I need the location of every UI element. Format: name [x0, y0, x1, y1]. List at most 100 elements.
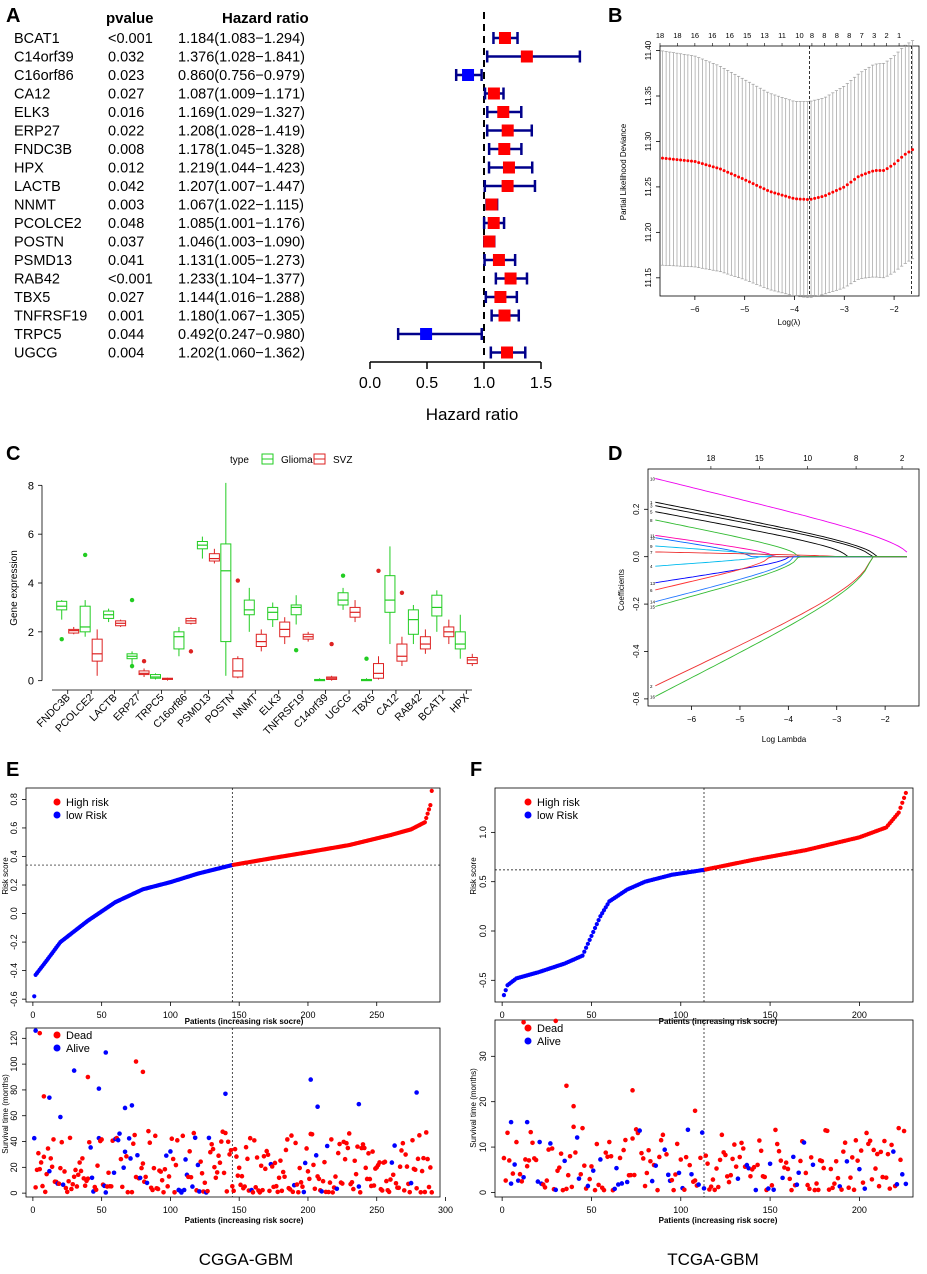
- surv-patient-point: [351, 1186, 356, 1192]
- coef-path-label: 3: [650, 504, 653, 509]
- risk-score-point: [424, 815, 429, 821]
- surv-patient-point: [166, 1174, 172, 1179]
- surv-y-tick-label: 80: [9, 1085, 19, 1095]
- coef-x-tick-label: −5: [735, 715, 745, 724]
- forest-hr-text: 1.085(1.001−1.176): [178, 216, 305, 232]
- cv-deviance-point: [824, 193, 828, 197]
- forest-pvalue: 0.001: [108, 309, 144, 325]
- coef-path-label: 11: [650, 533, 655, 538]
- surv-patient-point: [329, 1137, 334, 1142]
- surv-patient-point: [816, 1187, 821, 1193]
- surv-patient-point: [37, 1030, 43, 1036]
- forest-hr-point: [498, 309, 511, 322]
- surv-patient-point: [422, 1189, 428, 1195]
- surv-patient-point: [121, 1165, 126, 1170]
- coef-path-label: 9: [650, 544, 653, 549]
- coef-path-label: 12: [650, 536, 656, 541]
- surv-patient-point: [308, 1077, 314, 1082]
- forest-hr-point: [494, 291, 507, 303]
- surv-patient-point: [410, 1138, 415, 1143]
- surv-patient-point: [835, 1175, 841, 1181]
- surv-patient-point: [898, 1157, 903, 1163]
- forest-pvalue: 0.041: [108, 253, 144, 269]
- surv-patient-point: [151, 1165, 157, 1171]
- surv-patient-point: [839, 1187, 844, 1192]
- surv-patient-point: [404, 1164, 410, 1169]
- surv-patient-point: [617, 1155, 623, 1161]
- surv-patient-point: [512, 1162, 517, 1167]
- surv-patient-point: [315, 1104, 320, 1109]
- surv-patient-point: [698, 1155, 703, 1161]
- surv-patient-point: [174, 1138, 180, 1143]
- cgga-risk-score-plot: 0 50 100 150 200 250 -0.6 -0.4 -0.2 0.0 0.2 0.4 0.6 0…: [9, 787, 441, 1020]
- coef-path-label: 7: [650, 550, 653, 555]
- surv-patient-point: [630, 1136, 635, 1141]
- surv-patient-point: [96, 1086, 102, 1091]
- surv-patient-point: [400, 1140, 406, 1146]
- surv-patient-point: [630, 1088, 635, 1093]
- surv-legend-alive-dot: [524, 1037, 532, 1045]
- surv-patient-point: [844, 1159, 850, 1164]
- surv-patient-point: [198, 1159, 203, 1164]
- surv-patient-point: [155, 1186, 161, 1192]
- surv-patient-point: [517, 1171, 523, 1177]
- surv-patient-point: [33, 1185, 38, 1190]
- surv-patient-point: [44, 1171, 49, 1177]
- surv-y-tick-label: 100: [9, 1057, 19, 1072]
- cgga-surv-y-label: Survival time (months): [1, 1074, 10, 1154]
- cv-top-label: 3: [872, 31, 876, 40]
- coef-path-label: 4: [650, 564, 653, 569]
- forest-pvalue: <0.001: [108, 272, 153, 288]
- surv-patient-point: [274, 1183, 279, 1189]
- surv-patient-point: [508, 1119, 514, 1125]
- panel-letter-b: B: [608, 5, 622, 27]
- surv-patient-point: [682, 1187, 687, 1193]
- surv-patient-point: [615, 1182, 621, 1187]
- surv-patient-point: [33, 1028, 38, 1033]
- surv-patient-point: [828, 1166, 834, 1172]
- surv-patient-point: [762, 1174, 768, 1180]
- cv-deviance-point: [885, 167, 889, 171]
- surv-patient-point: [685, 1127, 691, 1133]
- forest-hr-text: 1.087(1.009−1.171): [178, 87, 305, 103]
- forest-gene-label: TNFRSF19: [14, 309, 87, 325]
- cv-top-label: 8: [835, 31, 839, 40]
- surv-patient-point: [412, 1167, 418, 1173]
- risk-plot-frame: [25, 787, 441, 1003]
- forest-hr-text: 1.184(1.083−1.294): [178, 31, 305, 47]
- risk-y-tick-label: 0.0: [9, 907, 19, 920]
- surv-patient-point: [345, 1145, 351, 1151]
- surv-legend-dead-dot: [524, 1024, 532, 1032]
- surv-patient-point: [853, 1138, 859, 1143]
- boxplot-y-axis-label: Gene expression: [9, 550, 20, 626]
- cv-deviance-point: [766, 189, 770, 193]
- surv-patient-point: [307, 1176, 312, 1182]
- surv-patient-point: [794, 1182, 800, 1188]
- surv-patient-point: [252, 1138, 257, 1143]
- surv-patient-point: [379, 1188, 385, 1193]
- forest-gene-label: UGCG: [14, 346, 58, 362]
- surv-patient-point: [426, 1184, 432, 1190]
- box-outlier: [364, 656, 369, 661]
- surv-patient-point: [162, 1166, 168, 1172]
- boxplot-y-tick-label: 8: [28, 480, 34, 492]
- surv-patient-point: [612, 1186, 617, 1192]
- cv-top-label: 7: [860, 31, 864, 40]
- surv-patient-point: [894, 1182, 900, 1187]
- surv-patient-point: [213, 1175, 219, 1181]
- surv-patient-point: [564, 1186, 569, 1192]
- surv-patient-point: [653, 1163, 659, 1168]
- surv-patient-point: [864, 1130, 869, 1136]
- surv-patient-point: [73, 1167, 78, 1173]
- cv-deviance-point: [809, 197, 813, 201]
- cv-deviance-point: [755, 183, 759, 187]
- cv-top-label: 8: [822, 31, 826, 40]
- coef-top-label: 10: [803, 454, 812, 463]
- box-iqr: [243, 599, 255, 616]
- forest-hr-point: [462, 69, 475, 81]
- risk-score-point: [425, 811, 430, 816]
- box-iqr: [173, 631, 185, 650]
- cv-x-tick-label: −5: [740, 305, 750, 314]
- surv-patient-point: [544, 1178, 550, 1183]
